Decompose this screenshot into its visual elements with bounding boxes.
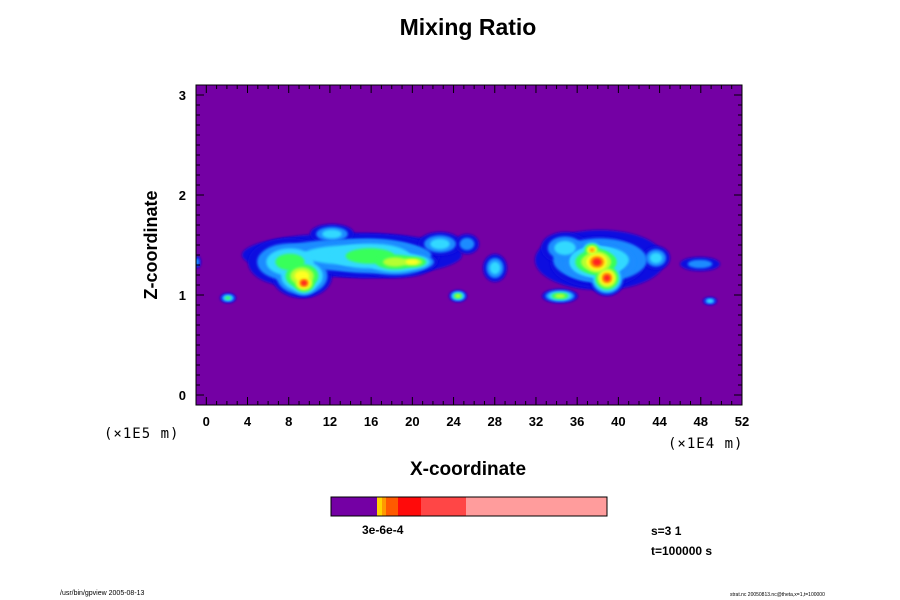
field-contour-level-3: [322, 229, 342, 239]
field-contour-level-2: [196, 258, 200, 266]
axis-ticks: [195, 85, 743, 405]
field-contour-level-3: [489, 261, 501, 275]
info-t: t=100000 s: [651, 544, 713, 558]
x-tick-label: 52: [735, 414, 749, 429]
x-tick-label: 0: [203, 414, 210, 429]
colorbar-segment: [382, 497, 386, 516]
colorbar: [330, 496, 608, 517]
field-contour-level-5: [554, 294, 566, 298]
field-contour-level-6: [405, 259, 419, 265]
x-tick-label: 48: [694, 414, 708, 429]
x-tick-label: 4: [244, 414, 252, 429]
y-tick-label: 2: [179, 188, 186, 203]
footer-left: /usr/bin/gpview 2005-08-13: [60, 590, 145, 597]
x-tick-label: 40: [611, 414, 625, 429]
x-tick-label: 20: [405, 414, 419, 429]
y-axis-unit: (×1E5 m): [104, 426, 180, 442]
chart-title: Mixing Ratio: [399, 14, 537, 40]
field-contour-level-8: [603, 274, 611, 282]
field-contour-level-3: [706, 299, 714, 303]
colorbar-segment: [466, 497, 607, 516]
colorbar-segment: [398, 497, 421, 516]
field-contour-level-3: [430, 238, 450, 250]
x-axis-label: X-coordinate: [409, 459, 527, 480]
field-contour-level-3: [649, 252, 663, 264]
field-contour-level-3: [554, 240, 576, 256]
y-tick-label: 1: [179, 288, 186, 303]
x-tick-label: 44: [652, 414, 667, 429]
x-axis-unit: (×1E4 m): [668, 436, 744, 452]
mixing-ratio-field: [196, 224, 720, 305]
field-contour-level-4: [225, 296, 231, 300]
y-axis-label: Z-coordinate: [141, 190, 161, 299]
x-tick-label: 24: [446, 414, 461, 429]
colorbar-frame: [330, 496, 608, 517]
field-contour-level-5: [455, 294, 461, 298]
x-tick-label: 28: [488, 414, 502, 429]
field-contour-level-7: [589, 247, 595, 253]
colorbar-segment: [377, 497, 382, 516]
field-contour-level-2: [459, 237, 475, 251]
x-tick-label: 36: [570, 414, 584, 429]
x-tick-label: 8: [285, 414, 292, 429]
plot-frame: [195, 84, 743, 406]
info-s: s=3 1: [651, 524, 682, 538]
colorbar-segment: [421, 497, 466, 516]
x-tick-label: 32: [529, 414, 543, 429]
x-tick-label: 16: [364, 414, 378, 429]
colorbar-segment: [331, 497, 377, 516]
info-panel: s=3 1 t=100000 s: [651, 521, 712, 561]
field-contour-level-5: [383, 257, 407, 267]
y-tick-label: 0: [179, 388, 186, 403]
y-tick-label: 3: [179, 88, 186, 103]
colorbar-label: 3e-6e-4: [362, 523, 404, 537]
footer-right: strat.nc 20050813.nc@theta,x=1,t=100000: [730, 592, 825, 598]
field-contour-level-2: [687, 259, 713, 269]
field-contour-level-8: [301, 280, 307, 286]
field-contour-level-8: [592, 258, 602, 266]
colorbar-segment: [386, 497, 398, 516]
x-tick-label: 12: [323, 414, 337, 429]
